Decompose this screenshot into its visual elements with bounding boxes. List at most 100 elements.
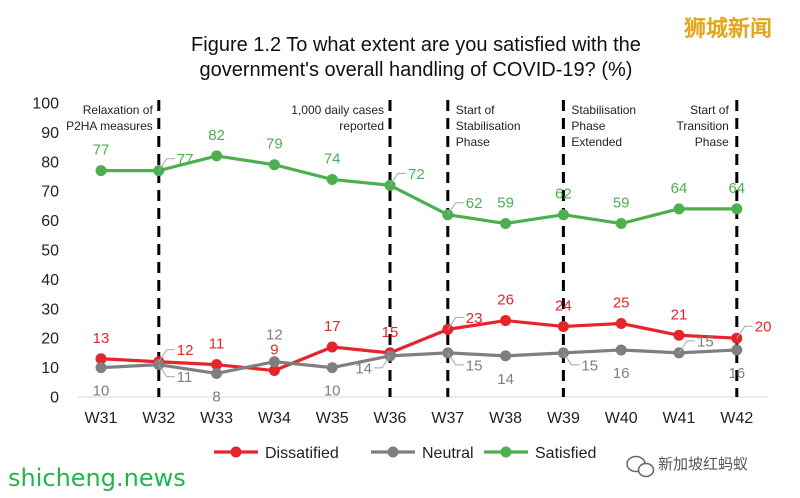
data-point-dissatified xyxy=(557,320,569,332)
event-annotation-text: Start of xyxy=(456,103,495,117)
x-axis: W31 W32 W33 W34 W35 W36 W37 W38 W39 W40 W41 W42 xyxy=(78,396,768,427)
watermark-bottom-right-text: 新加坡红蚂蚁 xyxy=(658,455,748,473)
data-label-neutral: 14 xyxy=(355,360,372,377)
series-line-dissatified xyxy=(99,318,739,373)
event-annotation-text: reported xyxy=(339,119,384,133)
event-annotation-text: Phase xyxy=(571,119,605,133)
x-tick-label: W39 xyxy=(547,410,580,427)
data-label-dissatified: 11 xyxy=(209,336,225,353)
leader-line xyxy=(447,316,464,330)
leader-line xyxy=(158,158,175,171)
x-tick-label: W38 xyxy=(489,410,522,427)
watermark-top-right: 狮城新闻 xyxy=(684,16,772,42)
data-label-dissatified: 13 xyxy=(93,330,110,347)
event-annotation-text: Extended xyxy=(571,135,622,149)
x-tick-label: W31 xyxy=(85,410,118,427)
data-label-neutral: 16 xyxy=(613,365,630,382)
y-tick-label: 70 xyxy=(41,184,59,201)
y-tick-label: 30 xyxy=(41,301,59,318)
data-point-neutral xyxy=(615,344,627,356)
chart-title-line-1: Figure 1.2 To what extent are you satisf… xyxy=(191,34,641,56)
data-label-satisfied: 72 xyxy=(408,166,425,183)
data-point-satisfied xyxy=(673,203,685,215)
legend: Dissatified Neutral Satisfied xyxy=(214,445,596,462)
leader-line xyxy=(678,340,695,354)
data-label-neutral: 11 xyxy=(177,369,193,386)
data-label-dissatified: 23 xyxy=(466,310,483,327)
y-tick-label: 0 xyxy=(50,390,59,407)
data-label-dissatified: 24 xyxy=(555,297,572,314)
data-label-satisfied: 74 xyxy=(324,150,341,167)
watermark-bottom-right: 新加坡红蚂蚁 xyxy=(626,455,748,478)
data-point-neutral xyxy=(500,350,512,362)
data-label-neutral: 10 xyxy=(324,383,341,400)
series-line-neutral xyxy=(99,348,739,376)
legend-label: Satisfied xyxy=(535,445,596,462)
data-point-satisfied xyxy=(615,218,627,230)
data-label-dissatified: 15 xyxy=(382,324,399,341)
x-tick-label: W32 xyxy=(142,410,175,427)
data-label-satisfied: 64 xyxy=(728,180,745,197)
data-point-dissatified xyxy=(268,365,280,377)
x-tick-label: W35 xyxy=(316,410,349,427)
series-layer xyxy=(95,150,743,379)
data-label-dissatified: 20 xyxy=(755,319,772,336)
data-label-dissatified: 21 xyxy=(671,306,688,323)
event-annotation-text: Phase xyxy=(695,135,729,149)
data-label-satisfied: 62 xyxy=(466,195,483,212)
data-point-satisfied xyxy=(268,159,280,171)
data-point-dissatified xyxy=(500,315,512,327)
y-tick-label: 60 xyxy=(41,213,59,230)
leader-line xyxy=(389,172,406,186)
data-label-dissatified: 9 xyxy=(270,342,278,359)
leader-line xyxy=(158,349,175,362)
y-tick-label: 40 xyxy=(41,272,59,289)
leader-line xyxy=(562,352,580,366)
leader-line xyxy=(447,352,464,366)
data-point-dissatified xyxy=(211,359,223,371)
data-point-neutral xyxy=(731,344,743,356)
event-annotation-text: P2HA measures xyxy=(66,119,153,133)
leader-line xyxy=(374,355,391,369)
event-markers: Relaxation of P2HA measures 1,000 daily ca… xyxy=(66,100,739,397)
data-point-dissatified xyxy=(95,353,107,365)
data-label-satisfied: 59 xyxy=(497,195,514,212)
y-tick-label: 50 xyxy=(41,243,59,260)
event-annotation-text: 1,000 daily cases xyxy=(291,103,384,117)
chart-title-line-2: government's overall handling of COVID-1… xyxy=(200,59,633,81)
data-point-dissatified xyxy=(615,318,627,329)
data-point-neutral xyxy=(211,367,223,379)
data-label-neutral: 15 xyxy=(697,333,714,350)
y-tick-label: 20 xyxy=(41,331,59,348)
legend-label: Dissatified xyxy=(265,445,339,462)
legend-swatch-marker xyxy=(500,446,512,458)
data-label-neutral: 15 xyxy=(581,357,598,374)
data-label-neutral: 8 xyxy=(212,388,220,405)
data-point-satisfied xyxy=(326,173,338,185)
data-label-dissatified: 12 xyxy=(177,342,194,359)
event-annotation-text: Stabilisation xyxy=(456,119,521,133)
data-label-dissatified: 17 xyxy=(324,318,341,335)
y-axis: 0 10 20 30 40 50 60 70 80 90 100 xyxy=(32,96,59,407)
data-label-satisfied: 82 xyxy=(208,127,225,144)
watermark-bottom-left: shicheng.news xyxy=(8,464,186,492)
wechat-icon xyxy=(626,455,655,478)
series-line-satisfied xyxy=(99,154,739,226)
data-point-dissatified xyxy=(326,341,338,353)
data-point-dissatified xyxy=(673,329,685,341)
data-point-satisfied xyxy=(731,203,743,215)
data-label-neutral: 16 xyxy=(728,365,745,382)
data-labels: 13 12 11 9 17 15 23 26 24 25 21 20 10 11 8 12 10 14 15 14 15… xyxy=(93,127,772,406)
data-point-satisfied xyxy=(211,150,223,162)
data-label-satisfied: 64 xyxy=(671,180,688,197)
data-label-satisfied: 77 xyxy=(93,142,110,159)
legend-label: Neutral xyxy=(422,445,474,462)
x-tick-label: W41 xyxy=(663,410,696,427)
data-point-neutral xyxy=(326,362,338,374)
leader-line xyxy=(736,325,753,339)
x-tick-label: W34 xyxy=(258,410,291,427)
leader-line xyxy=(158,364,175,378)
event-annotation-text: Phase xyxy=(456,135,490,149)
legend-swatch-marker xyxy=(230,446,242,458)
